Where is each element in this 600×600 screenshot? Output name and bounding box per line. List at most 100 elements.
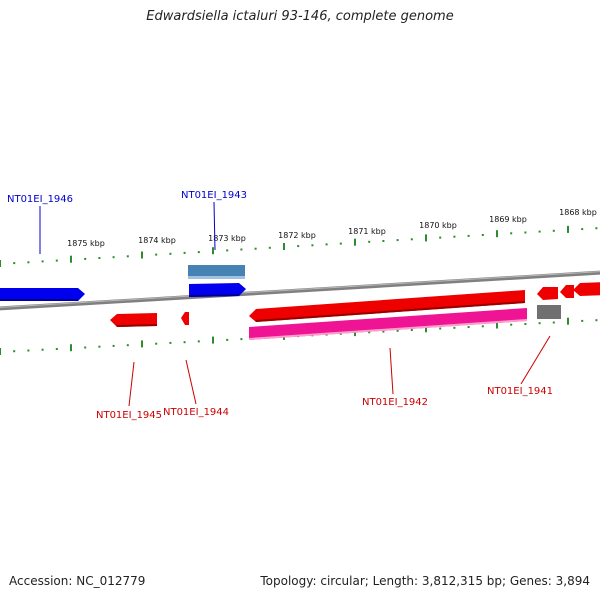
label-nt01ei-1944[interactable]: NT01EI_1944 <box>163 407 229 418</box>
inner-minor-tick <box>84 346 87 349</box>
tick-row-outer <box>0 225 598 267</box>
accession-text: Accession: NC_012779 <box>9 574 146 588</box>
outer-minor-tick <box>297 245 300 248</box>
outer-minor-tick <box>240 248 243 251</box>
inner-major-tick <box>567 317 569 325</box>
outer-minor-tick <box>325 243 328 246</box>
label-nt01ei-1943[interactable]: NT01EI_1943 <box>181 190 247 201</box>
outer-minor-tick <box>84 257 87 260</box>
scale-label-1868: 1868 kbp <box>559 208 597 217</box>
outer-minor-tick <box>197 251 200 254</box>
outer-minor-tick <box>254 247 257 250</box>
inner-minor-tick <box>538 322 541 325</box>
outer-major-tick <box>141 251 143 259</box>
outer-minor-tick <box>510 232 513 235</box>
inner-major-tick <box>496 321 498 329</box>
outer-major-tick <box>567 225 569 233</box>
scale-labels: 1875 kbp 1874 kbp 1873 kbp 1872 kbp 1871… <box>67 208 597 248</box>
inner-minor-tick <box>155 342 158 345</box>
outer-minor-tick <box>55 259 58 262</box>
feature-nt01ei-1942-shade <box>255 301 525 322</box>
outer-minor-tick <box>368 240 371 243</box>
reverse-strand-features <box>110 282 600 340</box>
inner-minor-tick <box>98 345 101 348</box>
inner-minor-tick <box>41 348 44 351</box>
inner-minor-tick <box>55 348 58 350</box>
inner-minor-tick <box>339 332 342 335</box>
label-nt01ei-1942[interactable]: NT01EI_1942 <box>362 397 428 408</box>
feature-nt01ei-1943[interactable] <box>189 283 246 297</box>
outer-minor-tick <box>339 242 342 245</box>
label-nt01ei-1941[interactable]: NT01EI_1941 <box>487 386 553 397</box>
scale-label-1875: 1875 kbp <box>67 239 105 248</box>
outer-minor-tick <box>538 230 541 233</box>
feature-nt01ei-1942-gene-shade <box>249 319 527 340</box>
feature-nt01ei-1941-b[interactable] <box>560 285 574 298</box>
feature-nt01ei-1941-c[interactable] <box>573 282 600 296</box>
scale-label-1874: 1874 kbp <box>138 236 176 245</box>
outer-minor-tick <box>439 236 442 239</box>
inner-major-tick <box>425 325 427 333</box>
inner-minor-tick <box>453 326 456 329</box>
outer-minor-tick <box>410 238 413 241</box>
outer-minor-tick <box>126 255 129 258</box>
outer-minor-tick <box>467 234 470 237</box>
feature-nt01ei-1944[interactable] <box>181 312 189 325</box>
inner-minor-tick <box>368 331 371 334</box>
feature-nt01ei-1942[interactable] <box>249 290 525 322</box>
inner-minor-tick <box>197 340 200 343</box>
feature-nt01ei-1943-gene[interactable] <box>188 265 245 278</box>
outer-minor-tick <box>112 256 115 259</box>
feature-nt01ei-1945[interactable] <box>110 313 157 327</box>
outer-minor-tick <box>41 260 44 263</box>
inner-minor-tick <box>126 344 129 347</box>
feature-nt01ei-1943-gene-shade <box>188 276 245 279</box>
inner-major-tick <box>0 348 1 355</box>
inner-minor-tick <box>27 349 30 352</box>
scale-label-1870: 1870 kbp <box>419 221 457 230</box>
outer-minor-tick <box>13 262 16 265</box>
outer-major-tick <box>354 238 356 246</box>
feature-nt01ei-1942-gene[interactable] <box>249 308 527 340</box>
inner-minor-tick <box>481 325 484 328</box>
forward-strand-features <box>0 265 246 301</box>
inner-minor-tick <box>13 350 16 353</box>
inner-major-tick <box>141 340 143 348</box>
outer-minor-tick <box>382 240 385 242</box>
outer-minor-tick <box>155 253 158 256</box>
feature-nt01ei-1946[interactable] <box>0 288 85 301</box>
feature-nt01ei-1941-other[interactable] <box>537 305 561 319</box>
leader-nt01ei-1945 <box>128 361 135 407</box>
feature-nt01ei-1941[interactable] <box>537 287 558 300</box>
outer-minor-tick <box>27 261 30 264</box>
outer-major-tick <box>425 234 427 242</box>
inner-minor-tick <box>581 319 584 322</box>
outer-minor-tick <box>396 239 399 242</box>
label-leaders <box>39 201 551 407</box>
outer-major-tick <box>496 230 498 238</box>
inner-minor-tick <box>439 327 442 330</box>
outer-minor-tick <box>169 252 172 255</box>
leader-nt01ei-1942 <box>389 347 394 395</box>
outer-minor-tick <box>481 234 484 236</box>
leader-nt01ei-1941 <box>520 335 551 385</box>
inner-major-tick <box>70 344 72 352</box>
label-nt01ei-1945[interactable]: NT01EI_1945 <box>96 410 162 421</box>
outer-minor-tick <box>311 244 314 247</box>
scale-label-1872: 1872 kbp <box>278 231 316 240</box>
scale-label-1873: 1873 kbp <box>208 234 246 243</box>
inner-minor-tick <box>169 341 172 344</box>
label-nt01ei-1946[interactable]: NT01EI_1946 <box>7 194 73 205</box>
inner-minor-tick <box>382 330 385 333</box>
inner-minor-tick <box>552 321 555 324</box>
outer-major-tick <box>70 255 72 263</box>
outer-minor-tick <box>524 231 527 234</box>
feature-nt01ei-1943-shade <box>189 294 240 297</box>
inner-minor-tick <box>112 344 115 347</box>
feature-nt01ei-1946-shade <box>0 299 79 301</box>
leader-nt01ei-1944 <box>185 359 197 405</box>
outer-minor-tick <box>226 249 229 252</box>
outer-minor-tick <box>595 227 598 230</box>
inner-minor-tick <box>510 323 513 326</box>
